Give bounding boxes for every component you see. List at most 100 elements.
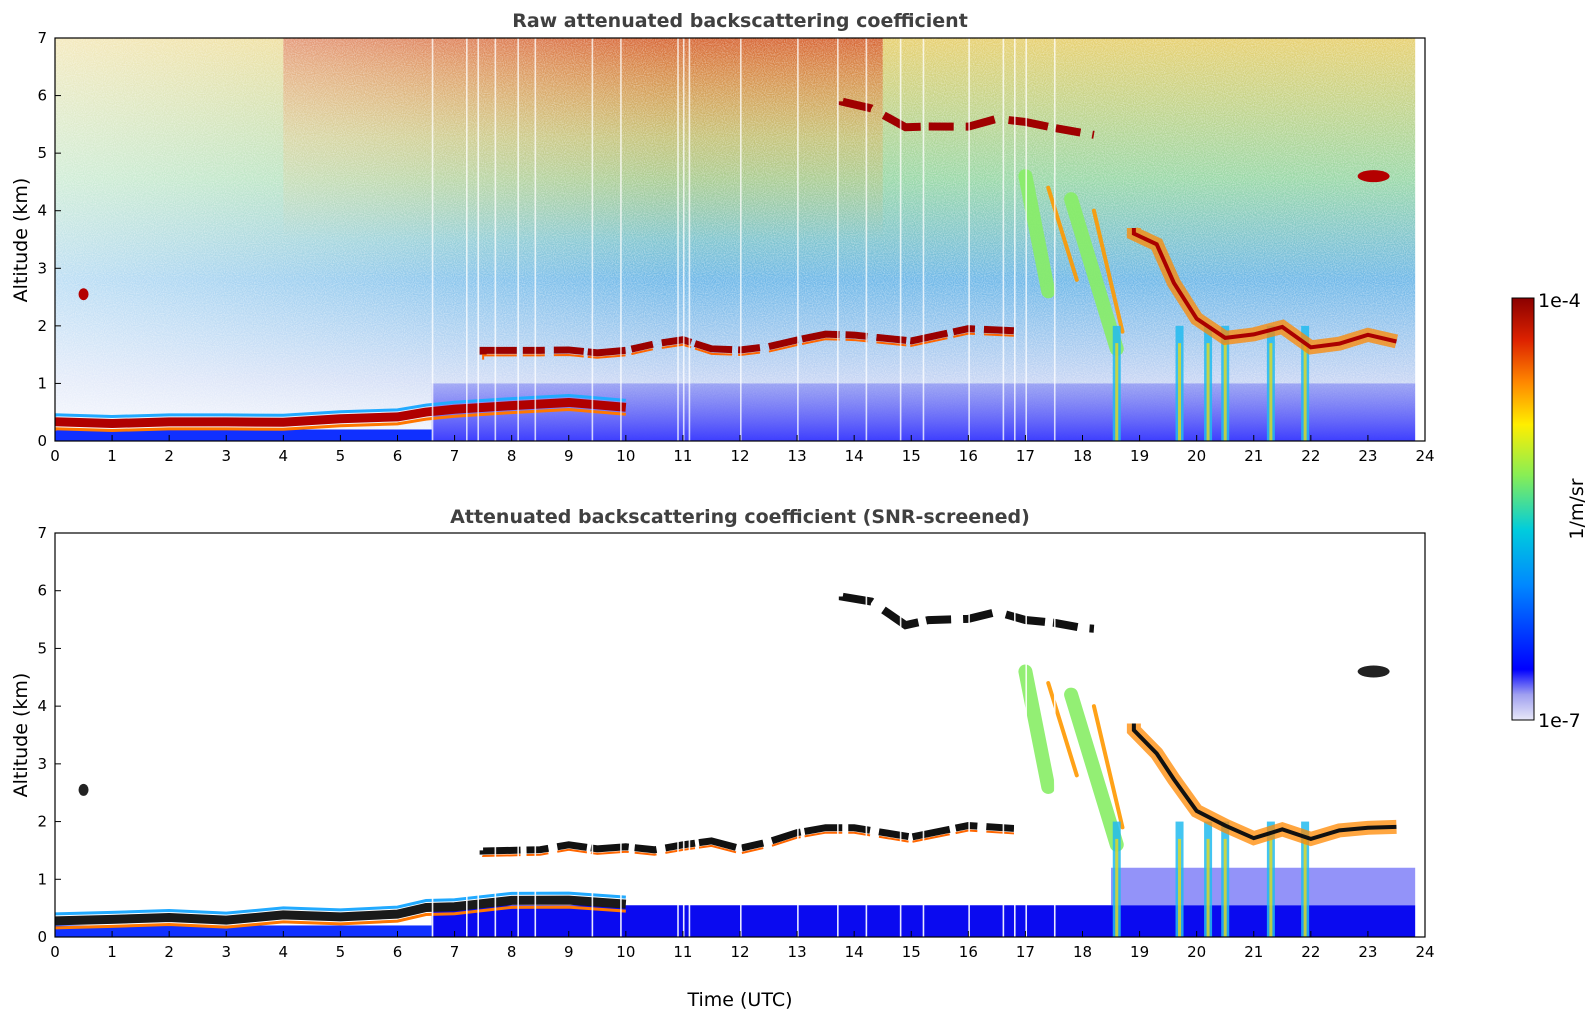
data-gap xyxy=(620,38,622,441)
x-tick-label: 11 xyxy=(673,943,692,961)
data-gap xyxy=(899,533,902,937)
late-cloud-top xyxy=(1131,723,1397,842)
boundary-layer-halo xyxy=(55,891,626,916)
data-gap xyxy=(477,533,480,937)
x-tick-label: 2 xyxy=(164,447,174,465)
data-gap xyxy=(968,533,970,937)
data-gap xyxy=(494,533,497,937)
data-gap xyxy=(591,38,594,441)
colorbar-unit-label: 1/m/sr xyxy=(1566,478,1588,539)
y-tick-label: 3 xyxy=(37,755,47,773)
x-tick-label: 9 xyxy=(564,943,574,961)
mid-level-cloud xyxy=(838,592,1095,633)
precipitation-core xyxy=(1303,343,1307,441)
data-gap xyxy=(682,533,685,937)
x-tick-label: 3 xyxy=(221,943,231,961)
low-cloud-edge xyxy=(482,332,1015,360)
data-gap xyxy=(740,533,742,937)
data-gap xyxy=(837,38,839,441)
x-tick-label: 3 xyxy=(221,447,231,465)
data-gap xyxy=(797,533,799,937)
boundary-layer-top xyxy=(55,895,627,926)
x-tick-label: 5 xyxy=(336,447,346,465)
boundary-layer-edge xyxy=(55,905,626,930)
y-tick-label: 4 xyxy=(37,202,47,220)
data-gap xyxy=(899,38,902,441)
y-tick-label: 0 xyxy=(37,928,47,946)
data-gap xyxy=(682,38,685,441)
y-tick-label: 7 xyxy=(37,29,47,47)
data-gap xyxy=(865,533,868,937)
x-tick-label: 17 xyxy=(1016,943,1035,961)
x-tick-label: 5 xyxy=(336,943,346,961)
x-tick-label: 10 xyxy=(616,943,635,961)
y-tick-label: 1 xyxy=(37,870,47,888)
precipitation-core xyxy=(1223,343,1227,441)
colorbar: 1e-4 1e-7 1/m/sr xyxy=(1511,290,1588,732)
x-tick-label: 14 xyxy=(845,943,864,961)
data-gap xyxy=(517,38,519,441)
y-tick-label: 7 xyxy=(37,524,47,542)
data-gap xyxy=(837,533,839,937)
x-tick-label: 15 xyxy=(902,943,921,961)
x-tick-label: 18 xyxy=(1073,943,1092,961)
x-tick-label: 16 xyxy=(959,447,978,465)
top-x-axis: 0 1 2 3 4 5 6 7 8 9 10 11 12 13 14 15 16 17 18 19 20 21 22 23 24 xyxy=(50,435,1435,465)
x-tick-label: 13 xyxy=(788,943,807,961)
x-tick-label: 7 xyxy=(450,943,460,961)
y-tick-label: 3 xyxy=(37,259,47,277)
data-gap xyxy=(1025,533,1028,937)
data-gap xyxy=(1025,38,1028,441)
x-tick-label: 24 xyxy=(1415,943,1434,961)
x-tick-label: 23 xyxy=(1358,943,1377,961)
surface-layer xyxy=(55,925,432,937)
x-tick-label: 19 xyxy=(1130,943,1149,961)
raw-backscatter-panel: Raw attenuated backscattering coefficien… xyxy=(10,10,1435,465)
isolated-cloud xyxy=(1357,170,1390,183)
precipitation-core xyxy=(1206,343,1210,441)
data-gap xyxy=(1002,533,1005,937)
data-gap xyxy=(968,38,970,441)
x-tick-label: 0 xyxy=(50,447,60,465)
y-tick-label: 1 xyxy=(37,374,47,392)
bottom-y-axis: 0 1 2 3 4 5 6 7 xyxy=(37,524,61,946)
precipitation-core xyxy=(1269,343,1273,441)
virga-streak xyxy=(1046,681,1079,778)
virga-streak xyxy=(1091,208,1125,334)
y-tick-label: 2 xyxy=(37,813,47,831)
data-gap xyxy=(688,533,691,937)
y-tick-label: 6 xyxy=(37,87,47,105)
mid-level-cloud xyxy=(838,97,1095,139)
x-tick-label: 18 xyxy=(1073,447,1092,465)
y-tick-label: 5 xyxy=(37,639,47,657)
boundary-layer-top xyxy=(55,397,627,429)
y-tick-label: 6 xyxy=(37,582,47,600)
x-tick-label: 15 xyxy=(902,447,921,465)
x-tick-label: 1 xyxy=(107,943,117,961)
precipitation-core xyxy=(1223,838,1227,937)
y-tick-label: 2 xyxy=(37,317,47,335)
data-gap xyxy=(865,38,868,441)
isolated-cloud xyxy=(1357,665,1390,678)
colorbar-max-label: 1e-4 xyxy=(1538,290,1581,312)
surface-layer xyxy=(55,429,432,441)
x-tick-label: 21 xyxy=(1244,447,1263,465)
x-tick-label: 12 xyxy=(730,943,749,961)
x-tick-label: 6 xyxy=(393,943,403,961)
virga-streak xyxy=(1046,185,1079,282)
x-tick-label: 2 xyxy=(164,943,174,961)
virga-streak xyxy=(1064,192,1124,356)
data-gap xyxy=(477,38,480,441)
virga-streak xyxy=(1064,687,1124,852)
isolated-cloud xyxy=(78,288,89,301)
colorbar-min-label: 1e-7 xyxy=(1538,710,1581,732)
top-y-axis: 0 1 2 3 4 5 6 7 xyxy=(37,29,61,450)
virga-streak xyxy=(1091,704,1125,830)
x-tick-label: 8 xyxy=(507,447,517,465)
x-tick-label: 19 xyxy=(1130,447,1149,465)
data-gap xyxy=(494,38,497,441)
data-gap xyxy=(620,533,622,937)
data-gap xyxy=(677,533,679,937)
data-gap xyxy=(922,38,925,441)
virga-streak xyxy=(1018,169,1056,299)
